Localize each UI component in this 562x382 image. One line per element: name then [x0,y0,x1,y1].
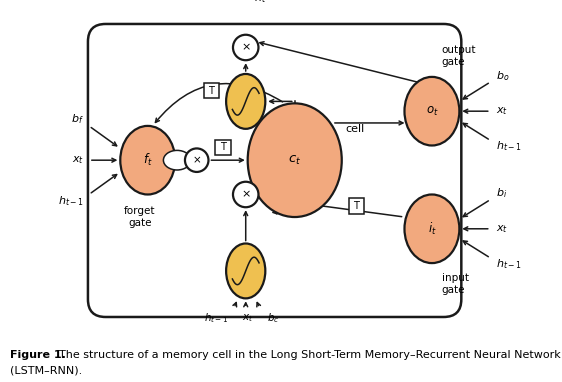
Text: T: T [209,86,214,96]
Ellipse shape [405,77,459,146]
Text: $\times$: $\times$ [241,42,251,53]
Text: $f_t$: $f_t$ [143,152,152,168]
Text: $b_f$: $b_f$ [71,112,84,126]
Ellipse shape [120,126,175,194]
Circle shape [185,149,209,172]
Text: $o_t$: $o_t$ [425,105,438,118]
Text: $h_{t-1}$: $h_{t-1}$ [496,139,522,153]
Text: $b_c$: $b_c$ [268,311,280,325]
Text: gate: gate [442,285,465,295]
Text: input: input [442,273,469,283]
Text: T: T [220,142,226,152]
Text: $x_t$: $x_t$ [496,105,507,117]
Text: $c_t$: $c_t$ [288,154,301,167]
Circle shape [233,182,259,207]
Ellipse shape [164,151,191,170]
Text: (LSTM–RNN).: (LSTM–RNN). [10,366,83,376]
Text: gate: gate [128,218,152,228]
Text: $b_i$: $b_i$ [496,187,507,201]
FancyBboxPatch shape [203,83,219,99]
Text: The structure of a memory cell in the Long Short-Term Memory–Recurrent Neural Ne: The structure of a memory cell in the Lo… [59,350,561,359]
Text: $h_{t-1}$: $h_{t-1}$ [496,257,522,271]
Ellipse shape [226,243,265,298]
Text: Figure 1.: Figure 1. [10,350,66,359]
FancyBboxPatch shape [348,198,364,214]
Text: output: output [442,45,476,55]
Circle shape [233,35,259,60]
Ellipse shape [405,194,459,263]
Ellipse shape [226,74,265,129]
FancyBboxPatch shape [215,139,231,155]
Text: $\times$: $\times$ [241,189,251,200]
Ellipse shape [248,104,342,217]
Text: $x_t$: $x_t$ [242,312,253,324]
Text: $b_o$: $b_o$ [496,69,509,83]
Text: $x_t$: $x_t$ [496,223,507,235]
Text: cell: cell [346,124,365,134]
Text: $\times$: $\times$ [192,155,201,165]
Text: $x_t$: $x_t$ [72,154,84,166]
Text: $h_{t-1}$: $h_{t-1}$ [204,311,228,325]
Text: $i_t$: $i_t$ [428,221,436,237]
Text: $h_{t-1}$: $h_{t-1}$ [58,194,84,208]
Text: forget: forget [124,206,156,216]
Text: T: T [353,201,359,211]
Text: gate: gate [442,57,465,67]
Text: $h_t$: $h_t$ [253,0,266,5]
